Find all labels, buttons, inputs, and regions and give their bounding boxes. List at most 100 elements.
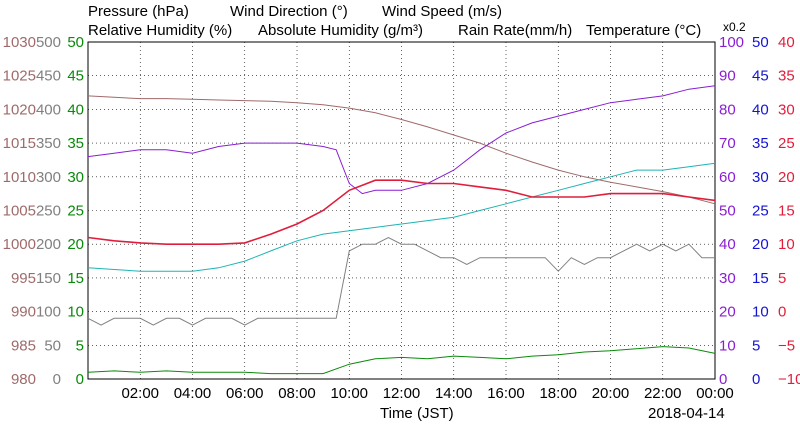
tick-label-wind_speed: 0 <box>76 371 84 388</box>
tick-label-wind_speed: 45 <box>67 68 84 85</box>
tick-label-rain_rate: 40 <box>752 101 769 118</box>
tick-label-pressure: 985 <box>11 337 36 354</box>
tick-label-wind_speed: 25 <box>67 203 84 220</box>
x-tick-label: 00:00 <box>696 385 734 402</box>
tick-label-pressure: 1025 <box>3 68 36 85</box>
grid <box>88 42 715 379</box>
tick-label-pressure: 1005 <box>3 203 36 220</box>
right-axes: 1009080706050403020100504540353025201510… <box>719 34 800 388</box>
tick-label-temperature: 40 <box>778 34 795 51</box>
tick-label-rain_rate: 0 <box>752 371 760 388</box>
tick-label-pressure: 1020 <box>3 101 36 118</box>
series-line-temperature <box>87 179 716 245</box>
x-axis-label: Time (JST) <box>380 405 454 422</box>
tick-label-relative_humidity: 60 <box>719 169 736 186</box>
tick-label-temperature: 10 <box>778 236 795 253</box>
tick-label-relative_humidity: 30 <box>719 270 736 287</box>
tick-label-pressure: 1015 <box>3 135 36 152</box>
tick-label-pressure: 995 <box>11 270 36 287</box>
tick-label-wind_direction: 350 <box>36 135 61 152</box>
tick-label-relative_humidity: 20 <box>719 304 736 321</box>
series-line-relative_humidity <box>87 85 716 195</box>
tick-label-wind_direction: 300 <box>36 169 61 186</box>
legend-rain-rate: Rain Rate(mm/h) <box>458 22 572 39</box>
tick-label-wind_speed: 5 <box>76 337 84 354</box>
legend-absolute-humidity: Absolute Humidity (g/m³) <box>258 22 423 39</box>
tick-label-temperature: 25 <box>778 135 795 152</box>
series-line-relative_humidity <box>87 162 716 272</box>
x-axis: 02:00 04:00 06:00 08:00 10:00 12:00 14:00 16:00… <box>121 385 733 402</box>
tick-label-temperature: 35 <box>778 68 795 85</box>
tick-label-rain_rate: 20 <box>752 236 769 253</box>
x-tick-label: 14:00 <box>435 385 473 402</box>
left-axes: 1030102510201015101010051000995990985980… <box>3 34 84 388</box>
tick-label-wind_direction: 50 <box>44 337 61 354</box>
tick-label-wind_speed: 40 <box>67 101 84 118</box>
legend-pressure: Pressure (hPa) <box>88 3 189 20</box>
tick-label-wind_speed: 50 <box>67 34 84 51</box>
tick-label-relative_humidity: 90 <box>719 68 736 85</box>
tick-label-temperature: 5 <box>778 270 786 287</box>
tick-label-wind_speed: 35 <box>67 135 84 152</box>
tick-label-pressure: 990 <box>11 304 36 321</box>
legend-relative-humidity: Relative Humidity (%) <box>88 22 232 39</box>
tick-label-pressure: 980 <box>11 371 36 388</box>
tick-label-pressure: 1000 <box>3 236 36 253</box>
tick-label-relative_humidity: 80 <box>719 101 736 118</box>
tick-label-rain_rate: 50 <box>752 34 769 51</box>
x-tick-label: 22:00 <box>644 385 682 402</box>
tick-label-rain_rate: 25 <box>752 203 769 220</box>
tick-label-temperature: −5 <box>778 337 795 354</box>
tick-label-relative_humidity: 10 <box>719 337 736 354</box>
tick-label-wind_direction: 150 <box>36 270 61 287</box>
date-label: 2018-04-14 <box>648 405 725 422</box>
tick-label-wind_speed: 20 <box>67 236 84 253</box>
x-tick-label: 12:00 <box>383 385 421 402</box>
legend-wind-speed: Wind Speed (m/s) <box>382 3 502 20</box>
tick-label-pressure: 1010 <box>3 169 36 186</box>
tick-label-wind_direction: 400 <box>36 101 61 118</box>
tick-label-rain_rate: 30 <box>752 169 769 186</box>
tick-label-relative_humidity: 70 <box>719 135 736 152</box>
x-tick-label: 20:00 <box>592 385 630 402</box>
tick-label-temperature: 15 <box>778 203 795 220</box>
tick-label-rain_rate: 35 <box>752 135 769 152</box>
tick-label-temperature: 30 <box>778 101 795 118</box>
tick-label-wind_direction: 0 <box>53 371 61 388</box>
tick-label-wind_speed: 30 <box>67 169 84 186</box>
tick-label-wind_speed: 15 <box>67 270 84 287</box>
x-tick-label: 18:00 <box>539 385 577 402</box>
x-tick-label: 06:00 <box>226 385 264 402</box>
tick-label-temperature: 20 <box>778 169 795 186</box>
x-tick-label: 08:00 <box>278 385 316 402</box>
series-line-pressure <box>87 95 716 205</box>
series-layer <box>87 85 716 375</box>
tick-label-wind_direction: 450 <box>36 68 61 85</box>
tick-label-wind_direction: 100 <box>36 304 61 321</box>
tick-label-rain_rate: 15 <box>752 270 769 287</box>
tick-label-pressure: 1030 <box>3 34 36 51</box>
x-tick-label: 10:00 <box>330 385 368 402</box>
tick-label-wind_direction: 500 <box>36 34 61 51</box>
tick-label-relative_humidity: 40 <box>719 236 736 253</box>
tick-label-relative_humidity: 100 <box>719 34 744 51</box>
x-tick-label: 16:00 <box>487 385 525 402</box>
tick-label-wind_speed: 10 <box>67 304 84 321</box>
x-tick-label: 02:00 <box>121 385 159 402</box>
legend-rain-multiplier: x0.2 <box>723 20 746 34</box>
tick-label-rain_rate: 45 <box>752 68 769 85</box>
legend-wind-direction: Wind Direction (°) <box>230 3 348 20</box>
legend-temperature: Temperature (°C) <box>586 22 701 39</box>
tick-label-temperature: −10 <box>778 371 800 388</box>
tick-label-rain_rate: 10 <box>752 304 769 321</box>
x-tick-label: 04:00 <box>174 385 212 402</box>
tick-label-rain_rate: 5 <box>752 337 760 354</box>
tick-label-relative_humidity: 0 <box>719 371 727 388</box>
tick-label-wind_direction: 250 <box>36 203 61 220</box>
series-line-wind_direction <box>87 236 715 326</box>
tick-label-wind_direction: 200 <box>36 236 61 253</box>
series-line-wind_speed <box>87 346 716 375</box>
tick-label-temperature: 0 <box>778 304 786 321</box>
